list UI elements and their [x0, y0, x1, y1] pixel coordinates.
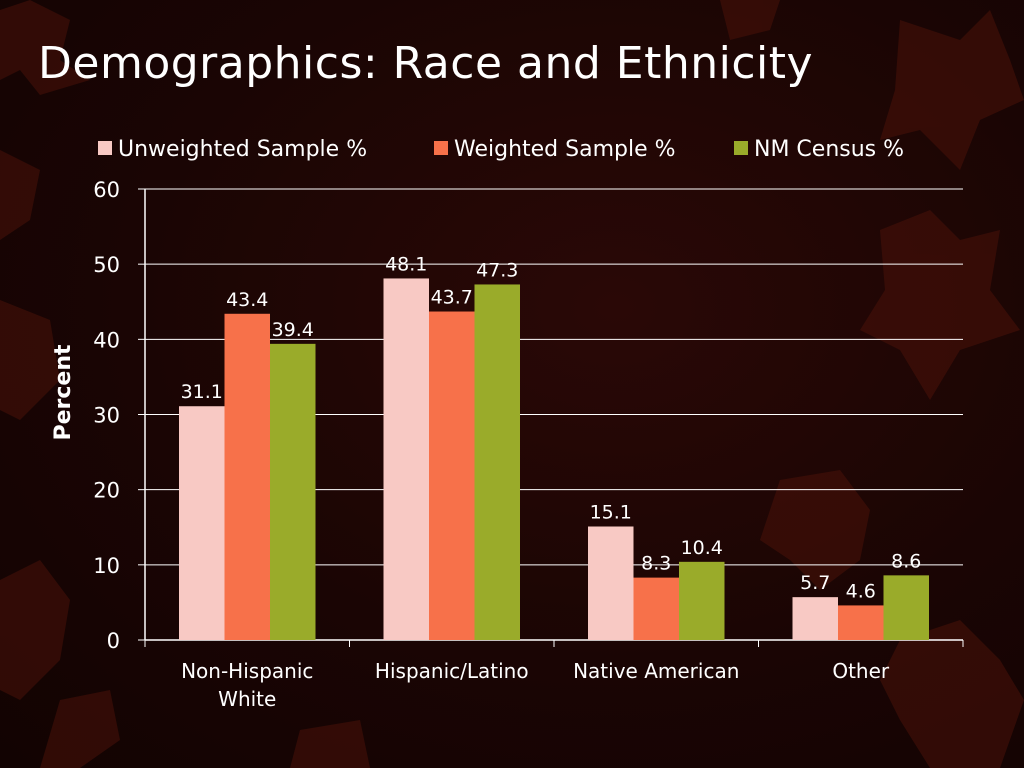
data-label: 4.6 — [846, 580, 876, 602]
x-category-label: Non-Hispanic — [181, 659, 313, 683]
y-tick-label: 40 — [93, 328, 120, 352]
data-label: 8.3 — [641, 553, 671, 575]
bar — [792, 597, 838, 640]
bar — [474, 284, 520, 640]
bar — [883, 575, 929, 640]
bar — [429, 311, 475, 640]
data-label: 5.7 — [800, 572, 830, 594]
bar — [838, 605, 884, 640]
bar — [633, 577, 679, 640]
y-axis-label: Percent — [51, 344, 76, 441]
x-category-label: Hispanic/Latino — [375, 659, 529, 683]
legend-swatch — [434, 141, 448, 155]
x-category-label: Native American — [573, 659, 739, 683]
bar — [383, 278, 429, 640]
legend-swatch — [98, 141, 112, 155]
data-label: 48.1 — [385, 253, 427, 275]
data-label: 31.1 — [181, 381, 223, 403]
y-tick-label: 60 — [93, 178, 120, 202]
bar — [270, 343, 316, 640]
legend-label: Unweighted Sample % — [118, 137, 367, 162]
slide-title: Demographics: Race and Ethnicity — [38, 38, 814, 89]
data-label: 47.3 — [476, 259, 518, 281]
x-category-label: Other — [832, 659, 890, 683]
data-label: 43.7 — [431, 287, 473, 309]
y-tick-label: 10 — [93, 554, 120, 578]
data-label: 43.4 — [226, 289, 268, 311]
y-tick-label: 0 — [107, 629, 120, 653]
bar — [588, 526, 634, 640]
data-label: 10.4 — [681, 537, 723, 559]
bar — [224, 313, 270, 640]
data-label: 39.4 — [272, 319, 314, 341]
legend-swatch — [734, 141, 748, 155]
bar — [679, 561, 725, 640]
y-tick-label: 30 — [93, 404, 120, 428]
x-category-label: White — [218, 687, 276, 711]
data-label: 8.6 — [891, 550, 921, 572]
data-label: 15.1 — [590, 501, 632, 523]
legend-label: NM Census % — [754, 137, 904, 162]
y-tick-label: 50 — [93, 253, 120, 277]
y-tick-label: 20 — [93, 479, 120, 503]
legend-label: Weighted Sample % — [454, 137, 676, 162]
bar — [179, 406, 225, 640]
